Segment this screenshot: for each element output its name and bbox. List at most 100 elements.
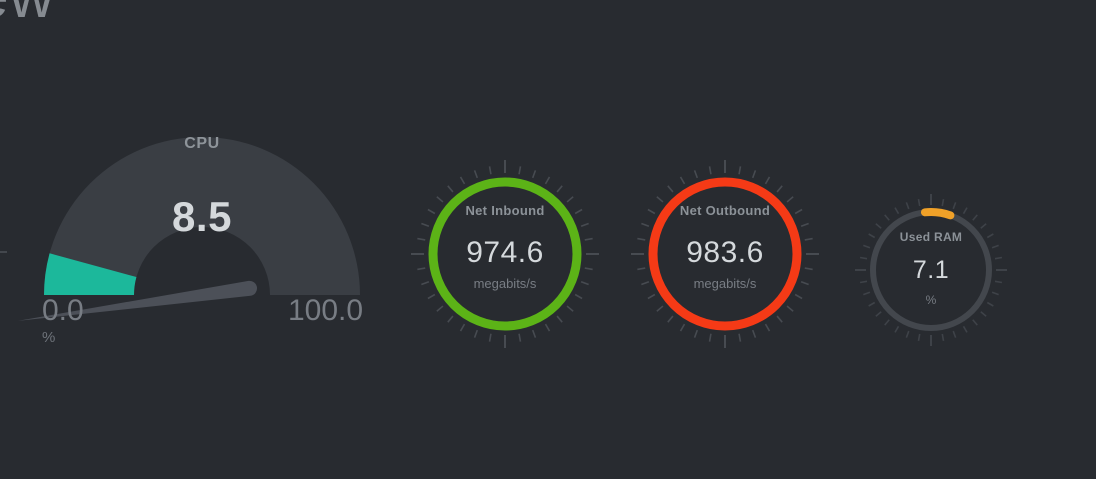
net-outbound-tick: [656, 196, 664, 203]
net-inbound-tick: [473, 170, 479, 179]
net-inbound-tick: [544, 176, 551, 185]
used-ram-tick: [875, 223, 882, 229]
used-ram-tick: [991, 291, 999, 296]
net-inbound-tick: [531, 329, 537, 338]
net-inbound-tick: [580, 222, 589, 228]
used-ram-tick: [994, 280, 1003, 284]
net-outbound-tick: [708, 166, 712, 175]
used-ram-tick: [962, 325, 968, 333]
net-outbound-tick: [738, 333, 742, 342]
net-outbound-tick: [637, 237, 646, 241]
net-outbound-tick: [679, 176, 686, 185]
net-inbound-tick: [574, 293, 583, 300]
edge-tick-mark: [0, 251, 7, 253]
used-ram-tick: [941, 333, 945, 342]
cpu-gauge-needle: [17, 280, 258, 321]
used-ram-tick: [894, 325, 900, 333]
net-outbound-tick: [751, 329, 757, 338]
net-inbound-tick: [518, 333, 522, 342]
net-outbound-tick: [764, 176, 771, 185]
used-ram-tick: [875, 311, 882, 317]
net-outbound-tick: [656, 305, 664, 312]
net-inbound-tick: [473, 329, 479, 338]
used-ram-tick: [868, 301, 876, 307]
used-ram-tick: [972, 214, 978, 221]
used-ram-tick: [994, 256, 1003, 260]
used-ram-tick: [905, 202, 910, 210]
net-outbound-tick: [679, 323, 686, 332]
net-inbound-tick: [459, 323, 466, 332]
net-outbound-tick: [794, 208, 803, 215]
net-inbound-tick: [447, 315, 454, 323]
used-ram-tick: [917, 333, 921, 342]
net-outbound-tick: [800, 280, 809, 286]
used-ram-tick: [863, 291, 871, 296]
net-outbound-tick-marks: [631, 160, 819, 348]
net-outbound-tick: [637, 267, 646, 271]
net-outbound-tick: [693, 170, 699, 179]
net-inbound-tick: [417, 267, 426, 271]
used-ram-tick: [884, 214, 890, 221]
used-ram-ring-fill: [869, 208, 993, 332]
used-ram-tick: [962, 207, 968, 215]
used-ram-tick: [884, 319, 890, 326]
used-ram-tick: [991, 244, 999, 249]
cpu-gauge-track: [44, 137, 360, 295]
net-inbound-tick: [566, 305, 574, 312]
net-outbound-tick: [794, 293, 803, 300]
net-inbound-tick: [544, 323, 551, 332]
net-outbound-ring-fill: [648, 177, 802, 331]
used-ram-tick: [952, 330, 957, 338]
net-outbound-tick: [667, 315, 674, 323]
net-inbound-tick: [421, 222, 430, 228]
cpu-gauge-fill: [44, 253, 137, 295]
used-ram-tick: [868, 233, 876, 239]
used-ram-tick: [986, 301, 994, 307]
net-inbound-tick: [436, 196, 444, 203]
used-ram-ring-track: [870, 209, 992, 331]
gauge-net-outbound[interactable]: Net Outbound 983.6 megabits/s: [625, 140, 825, 368]
net-inbound-tick: [459, 176, 466, 185]
net-inbound-tick-marks: [411, 160, 599, 348]
net-inbound-tick: [488, 333, 492, 342]
net-outbound-tick: [804, 267, 813, 271]
net-outbound-tick: [708, 333, 712, 342]
net-outbound-tick: [667, 185, 674, 193]
net-outbound-tick: [641, 222, 650, 228]
used-ram-tick: [952, 202, 957, 210]
used-ram-tick-marks: [855, 194, 1007, 346]
net-inbound-tick: [584, 237, 593, 241]
net-inbound-tick: [427, 208, 436, 215]
net-inbound-tick: [518, 166, 522, 175]
gauge-net-inbound[interactable]: Net Inbound 974.6 megabits/s: [405, 140, 605, 368]
net-inbound-tick: [531, 170, 537, 179]
net-inbound-tick: [580, 280, 589, 286]
gauge-used-ram[interactable]: Used RAM 7.1 %: [852, 183, 1010, 358]
net-inbound-tick: [436, 305, 444, 312]
used-ram-tick: [986, 233, 994, 239]
net-inbound-tick: [556, 185, 563, 193]
used-ram-tick: [859, 256, 868, 260]
net-inbound-tick: [566, 196, 574, 203]
net-inbound-tick: [417, 237, 426, 241]
net-outbound-tick: [693, 329, 699, 338]
net-outbound-tick: [751, 170, 757, 179]
net-inbound-tick: [584, 267, 593, 271]
net-outbound-tick: [786, 196, 794, 203]
net-inbound-tick: [427, 293, 436, 300]
used-ram-tick: [863, 244, 871, 249]
net-inbound-ring-fill: [428, 177, 582, 331]
net-outbound-tick: [776, 185, 783, 193]
used-ram-tick: [905, 330, 910, 338]
used-ram-tick: [972, 319, 978, 326]
net-outbound-tick: [786, 305, 794, 312]
net-outbound-tick: [647, 293, 656, 300]
used-ram-tick: [941, 198, 945, 207]
net-outbound-tick: [641, 280, 650, 286]
used-ram-tick: [917, 198, 921, 207]
gauge-cpu[interactable]: CPU 8.5 0.0 100.0 %: [2, 118, 402, 368]
net-outbound-tick: [800, 222, 809, 228]
net-inbound-tick: [488, 166, 492, 175]
used-ram-tick: [859, 280, 868, 284]
